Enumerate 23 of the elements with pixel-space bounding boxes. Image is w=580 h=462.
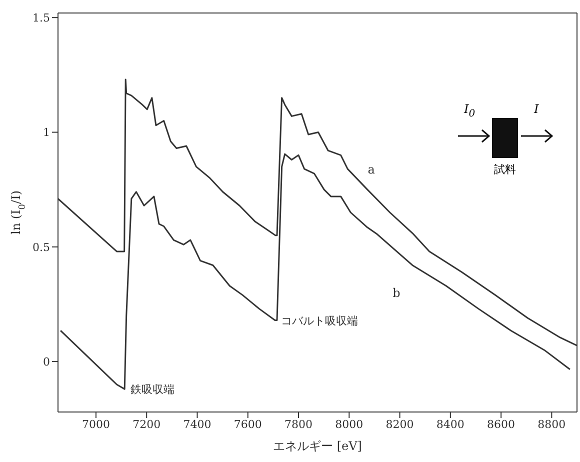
x-tick-label: 8600 — [487, 418, 516, 431]
y-tick-label: 1.5 — [32, 11, 50, 24]
x-tick-label: 8800 — [538, 418, 566, 431]
x-tick-label: 7600 — [234, 418, 262, 431]
x-tick-label: 7200 — [132, 418, 161, 431]
annotation: 鉄吸収端 — [130, 383, 175, 396]
annotation: コバルト吸収端 — [280, 314, 358, 328]
y-tick-label: 1 — [43, 126, 50, 140]
y-tick-label: 0 — [43, 355, 50, 368]
x-tick-label: 7400 — [183, 418, 212, 431]
x-tick-label: 8400 — [436, 418, 464, 431]
annotation: I — [534, 102, 539, 116]
annotation: I$_{0}$ — [464, 102, 476, 120]
x-tick-label: 7000 — [82, 418, 110, 431]
annotation: 試料 — [494, 163, 516, 176]
y-tick-label: 0.5 — [32, 240, 50, 254]
x-tick-label: 8000 — [335, 418, 364, 431]
x-tick-label: 7800 — [284, 418, 313, 431]
x-axis-title: エネルギー [eV] — [273, 439, 362, 453]
sample-diagram: I$_{0}$ I 試料 — [456, 88, 560, 178]
series-label: a — [368, 162, 375, 177]
text: b — [392, 286, 401, 300]
x-tick-label: 8200 — [386, 418, 414, 431]
